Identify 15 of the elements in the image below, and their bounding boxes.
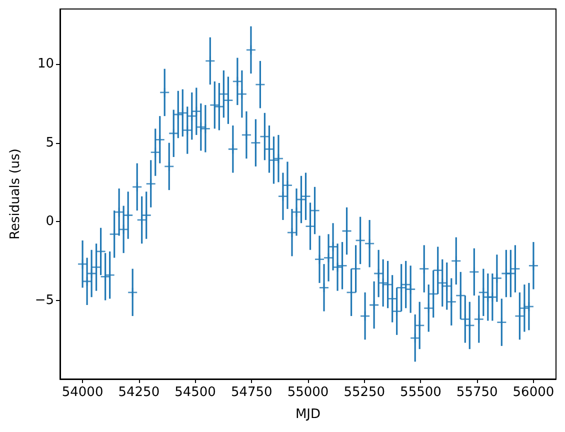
x-tick-label: 55250 xyxy=(344,385,386,400)
y-tick-label: −5 xyxy=(34,292,54,308)
x-tick-label: 55500 xyxy=(400,385,442,400)
x-tick-label: 54750 xyxy=(230,385,272,400)
y-tick-label: 5 xyxy=(46,135,54,150)
x-axis-title: MJD xyxy=(295,407,321,422)
y-axis-title: Residuals (us) xyxy=(8,148,23,240)
y-tick-label: 10 xyxy=(37,56,54,72)
x-tick-label: 55000 xyxy=(287,385,329,400)
x-tick-label: 56000 xyxy=(512,385,554,400)
x-tick-label: 54500 xyxy=(174,385,216,400)
x-tick-label: 54000 xyxy=(62,385,104,400)
y-tick-label: 0 xyxy=(46,214,54,230)
x-tick-label: 54250 xyxy=(118,385,160,400)
x-tick-label: 55750 xyxy=(456,385,498,400)
